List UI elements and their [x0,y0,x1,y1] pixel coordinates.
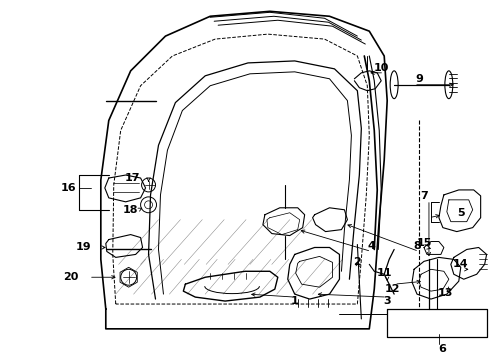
Text: 20: 20 [63,272,79,282]
Text: 4: 4 [368,242,375,252]
Text: 7: 7 [420,191,428,201]
Text: 15: 15 [416,238,432,248]
Text: 9: 9 [415,74,423,84]
Text: 18: 18 [123,205,138,215]
Text: 14: 14 [453,259,468,269]
Text: 2: 2 [353,257,361,267]
Text: 5: 5 [457,208,465,218]
Text: 8: 8 [413,242,421,252]
Text: 13: 13 [438,288,454,298]
Text: 1: 1 [291,296,298,306]
Text: 12: 12 [385,284,400,294]
Text: 17: 17 [125,173,141,183]
Text: 11: 11 [376,268,392,278]
Text: 19: 19 [76,243,92,252]
Text: 6: 6 [438,344,446,354]
Text: 3: 3 [383,296,391,306]
Text: 16: 16 [60,183,76,193]
Text: 10: 10 [373,63,389,73]
